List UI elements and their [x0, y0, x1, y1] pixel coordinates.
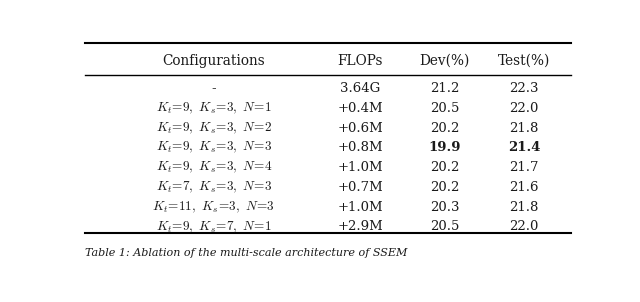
Text: $K_t\!=\!9,\ K_s\!=\!\mathbf{7},\ N\!=\!1$: $K_t\!=\!9,\ K_s\!=\!\mathbf{7},\ N\!=\!… [156, 219, 272, 235]
Text: Table 1: Ablation of the multi-scale architecture of SSEM: Table 1: Ablation of the multi-scale arc… [85, 248, 407, 258]
Text: $K_t\!=\!\mathbf{11},\ K_s\!=\!3,\ N\!=\!3$: $K_t\!=\!\mathbf{11},\ K_s\!=\!3,\ N\!=\… [152, 200, 275, 215]
Text: +1.0M: +1.0M [337, 201, 383, 214]
Text: +2.9M: +2.9M [337, 220, 383, 233]
Text: 21.7: 21.7 [509, 161, 539, 174]
Text: 21.2: 21.2 [430, 82, 460, 95]
Text: 19.9: 19.9 [428, 141, 461, 154]
Text: +1.0M: +1.0M [337, 161, 383, 174]
Text: $K_t\!=\!9,\ K_s\!=\!3,\ N\!=\!\mathbf{2}$: $K_t\!=\!9,\ K_s\!=\!3,\ N\!=\!\mathbf{2… [156, 120, 272, 136]
Text: +0.6M: +0.6M [337, 122, 383, 135]
Text: 3.64G: 3.64G [340, 82, 380, 95]
Text: +0.8M: +0.8M [337, 141, 383, 154]
Text: 21.8: 21.8 [509, 201, 539, 214]
Text: 22.3: 22.3 [509, 82, 539, 95]
Text: 20.5: 20.5 [430, 220, 460, 233]
Text: FLOPs: FLOPs [337, 54, 383, 68]
Text: Configurations: Configurations [163, 54, 266, 68]
Text: Test(%): Test(%) [498, 54, 550, 68]
Text: 21.8: 21.8 [509, 122, 539, 135]
Text: 22.0: 22.0 [509, 220, 539, 233]
Text: 20.3: 20.3 [430, 201, 460, 214]
Text: $K_t\!=\!9,\ K_s\!=\!3,\ N\!=\!\mathbf{4}$: $K_t\!=\!9,\ K_s\!=\!3,\ N\!=\!\mathbf{4… [156, 160, 272, 175]
Text: 20.2: 20.2 [430, 122, 460, 135]
Text: $K_t\!=\!9,\ K_s\!=\!3,\ N\!=\!\mathbf{1}$: $K_t\!=\!9,\ K_s\!=\!3,\ N\!=\!\mathbf{1… [156, 101, 272, 116]
Text: 20.5: 20.5 [430, 102, 460, 115]
Text: 22.0: 22.0 [509, 102, 539, 115]
Text: 21.6: 21.6 [509, 181, 539, 194]
Text: $K_t\!=\!\mathbf{7},\ K_s\!=\!3,\ N\!=\!3$: $K_t\!=\!\mathbf{7},\ K_s\!=\!3,\ N\!=\!… [156, 180, 272, 195]
Text: Dev(%): Dev(%) [419, 54, 470, 68]
Text: 20.2: 20.2 [430, 181, 460, 194]
Text: $K_t\!=\!9,\ K_s\!=\!3,\ N\!=\!\mathbf{3}$: $K_t\!=\!9,\ K_s\!=\!3,\ N\!=\!\mathbf{3… [156, 140, 272, 156]
Text: +0.4M: +0.4M [337, 102, 383, 115]
Text: +0.7M: +0.7M [337, 181, 383, 194]
Text: 21.4: 21.4 [508, 141, 540, 154]
Text: -: - [212, 82, 216, 95]
Text: 20.2: 20.2 [430, 161, 460, 174]
